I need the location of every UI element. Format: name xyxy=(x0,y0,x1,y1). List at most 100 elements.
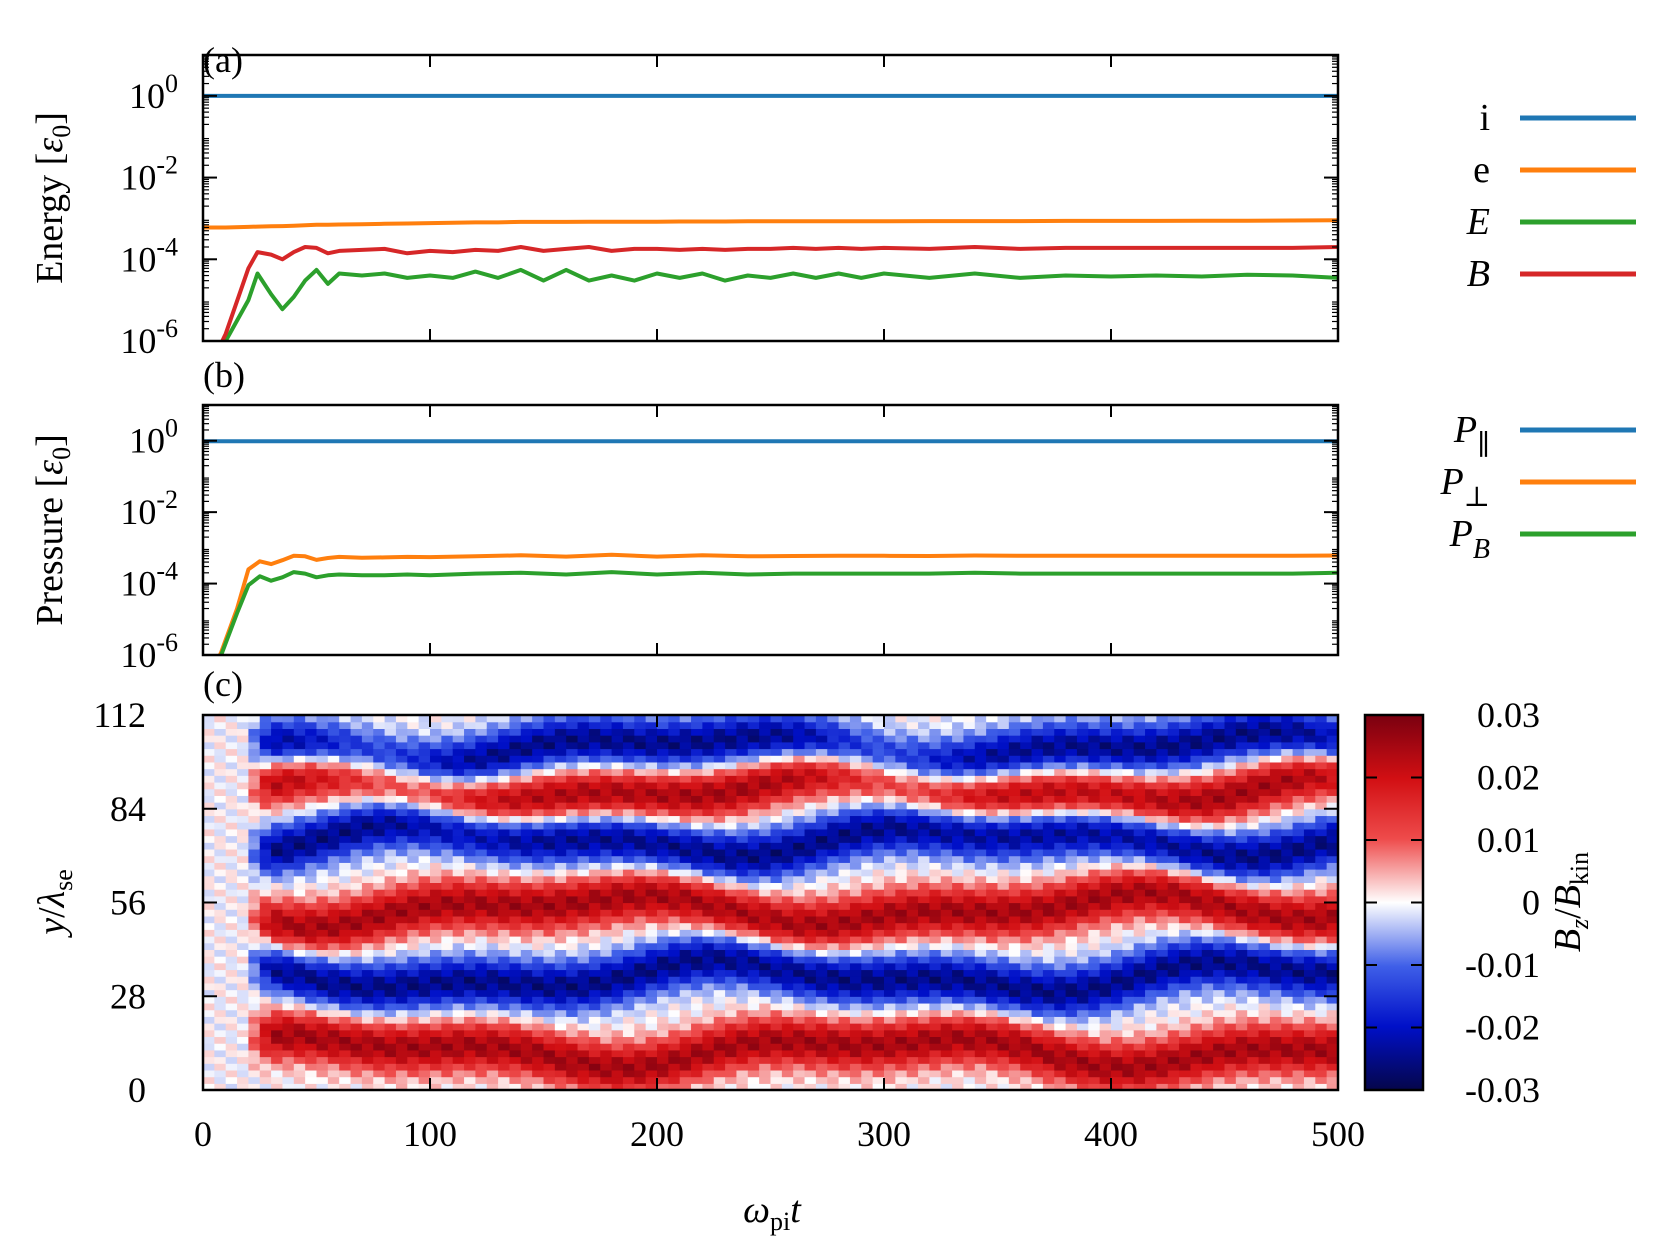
heatmap-cell xyxy=(747,962,760,971)
heatmap-cell xyxy=(793,1009,806,1017)
heatmap-cell xyxy=(827,875,840,884)
heatmap-cell xyxy=(691,996,703,1004)
heatmap-cell xyxy=(237,741,249,750)
heatmap-cell xyxy=(305,721,318,729)
heatmap-cell xyxy=(475,902,488,910)
heatmap-cell xyxy=(691,1063,703,1071)
heatmap-cell xyxy=(577,835,590,843)
heatmap-cell xyxy=(895,982,908,991)
heatmap-cell xyxy=(407,1043,420,1051)
heatmap-cell xyxy=(611,842,624,850)
heatmap-cell xyxy=(918,855,930,863)
heatmap-cell xyxy=(486,1009,499,1017)
heatmap-cell xyxy=(1122,775,1135,783)
heatmap-cell xyxy=(986,909,999,917)
heatmap-cell xyxy=(464,1076,476,1084)
heatmap-cell xyxy=(747,1023,760,1031)
heatmap-cell xyxy=(305,929,318,937)
heatmap-cell xyxy=(611,721,624,729)
heatmap-cell xyxy=(214,741,227,750)
heatmap-cell xyxy=(940,969,953,977)
heatmap-cell xyxy=(906,929,919,937)
heatmap-cell xyxy=(566,902,579,910)
heatmap-cell xyxy=(225,922,238,930)
heatmap-cell xyxy=(781,869,794,877)
heatmap-cell xyxy=(963,882,976,890)
heatmap-cell xyxy=(963,1043,976,1051)
heatmap-cell xyxy=(520,882,533,890)
heatmap-cell xyxy=(305,882,318,890)
heatmap-cell xyxy=(827,795,840,803)
heatmap-cell xyxy=(316,1043,329,1051)
heatmap-cell xyxy=(622,1056,635,1064)
heatmap-cell xyxy=(1042,1002,1055,1011)
heatmap-cell xyxy=(1020,775,1033,783)
heatmap-cell xyxy=(395,956,408,964)
heatmap-cell xyxy=(668,755,681,763)
heatmap-cell xyxy=(361,922,374,930)
heatmap-cell xyxy=(725,815,738,823)
heatmap-cell xyxy=(645,728,658,736)
heatmap-cell xyxy=(327,721,340,729)
heatmap-cell xyxy=(566,781,579,790)
heatmap-cell xyxy=(679,996,692,1004)
legend-label: P∥ xyxy=(1453,409,1490,461)
heatmap-cell xyxy=(486,755,499,763)
heatmap-cell xyxy=(1042,795,1055,803)
heatmap-cell xyxy=(237,1002,249,1011)
heatmap-cell xyxy=(736,748,749,756)
heatmap-cell xyxy=(475,735,488,743)
heatmap-cell xyxy=(861,1009,874,1017)
heatmap-cell xyxy=(395,828,408,837)
heatmap-cell xyxy=(237,748,249,756)
heatmap-cell xyxy=(713,775,726,783)
heatmap-cell xyxy=(713,741,726,750)
heatmap-cell xyxy=(316,1009,329,1017)
heatmap-cell xyxy=(520,761,533,770)
heatmap-cell xyxy=(906,1056,919,1064)
heatmap-cell xyxy=(452,1049,465,1058)
heatmap-cell xyxy=(316,902,329,910)
heatmap-cell xyxy=(316,956,329,964)
heatmap-cell xyxy=(566,949,579,957)
heatmap-cell xyxy=(271,781,284,790)
heatmap-cell xyxy=(464,768,476,776)
heatmap-cell xyxy=(884,935,896,944)
heatmap-cell xyxy=(872,1036,885,1044)
heatmap-cell xyxy=(725,895,738,904)
heatmap-cell xyxy=(940,895,953,904)
heatmap-cell xyxy=(1054,1009,1067,1017)
heatmap-cell xyxy=(725,935,738,944)
heatmap-cell xyxy=(1111,1063,1123,1071)
heatmap-cell xyxy=(827,935,840,944)
heatmap-cell xyxy=(849,781,862,790)
heatmap-cell xyxy=(271,942,284,950)
heatmap-cell xyxy=(940,1069,953,1078)
heatmap-cell xyxy=(1042,721,1055,729)
heatmap-cell xyxy=(657,1049,669,1058)
heatmap-cell xyxy=(815,795,828,803)
heatmap-cell xyxy=(509,862,522,870)
heatmap-cell xyxy=(929,822,942,830)
heatmap-cell xyxy=(498,889,511,897)
heatmap-cell xyxy=(906,1043,919,1051)
heatmap-cell xyxy=(1088,1023,1101,1031)
heatmap-cell xyxy=(554,721,567,729)
heatmap-cell xyxy=(713,802,726,810)
heatmap-cell xyxy=(952,869,965,877)
series-line-e xyxy=(203,218,1338,230)
heatmap-cell xyxy=(691,949,703,957)
heatmap-cell xyxy=(271,1076,284,1084)
heatmap-cell xyxy=(464,976,476,984)
heatmap-cell xyxy=(271,835,284,843)
heatmap-cell xyxy=(997,842,1010,850)
heatmap-cell xyxy=(611,902,624,910)
heatmap-cell xyxy=(804,715,817,723)
heatmap-cell xyxy=(361,802,374,810)
heatmap-cell xyxy=(361,1016,374,1024)
heatmap-cell xyxy=(305,935,318,944)
heatmap-cell xyxy=(736,935,749,944)
heatmap-cell xyxy=(282,835,295,843)
heatmap-cell xyxy=(316,915,329,924)
heatmap-cell xyxy=(986,715,999,723)
